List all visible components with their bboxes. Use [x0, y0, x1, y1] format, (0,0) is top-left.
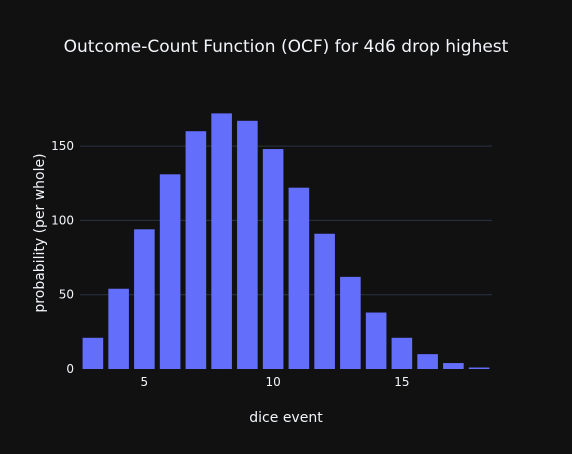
bar	[443, 363, 464, 369]
y-tick-label: 150	[51, 139, 74, 153]
x-tick-label: 5	[141, 375, 149, 389]
bar	[417, 354, 438, 369]
y-axis-title: probability (per whole)	[32, 153, 48, 312]
bar	[314, 233, 335, 369]
bar	[108, 288, 129, 369]
bar	[211, 113, 232, 369]
bar	[288, 187, 310, 369]
bar	[159, 174, 181, 369]
bar	[391, 337, 413, 369]
y-tick-label: 100	[51, 213, 74, 227]
x-axis-title: dice event	[249, 410, 323, 426]
x-tick-label: 15	[394, 375, 409, 389]
x-axis-ticks: 5 10 15	[141, 375, 410, 389]
bar	[340, 276, 361, 369]
bars	[82, 113, 490, 369]
x-tick-label: 10	[265, 375, 280, 389]
bar	[262, 149, 284, 369]
bar	[468, 367, 490, 369]
y-axis-ticks: 0 50 100 150	[51, 139, 74, 376]
y-tick-label: 0	[66, 362, 74, 376]
bar	[365, 312, 387, 369]
bar	[134, 229, 155, 369]
chart-title: Outcome-Count Function (OCF) for 4d6 dro…	[64, 37, 509, 57]
bar	[82, 337, 104, 369]
bar	[237, 120, 258, 369]
y-tick-label: 50	[59, 288, 74, 302]
bar	[185, 131, 207, 369]
